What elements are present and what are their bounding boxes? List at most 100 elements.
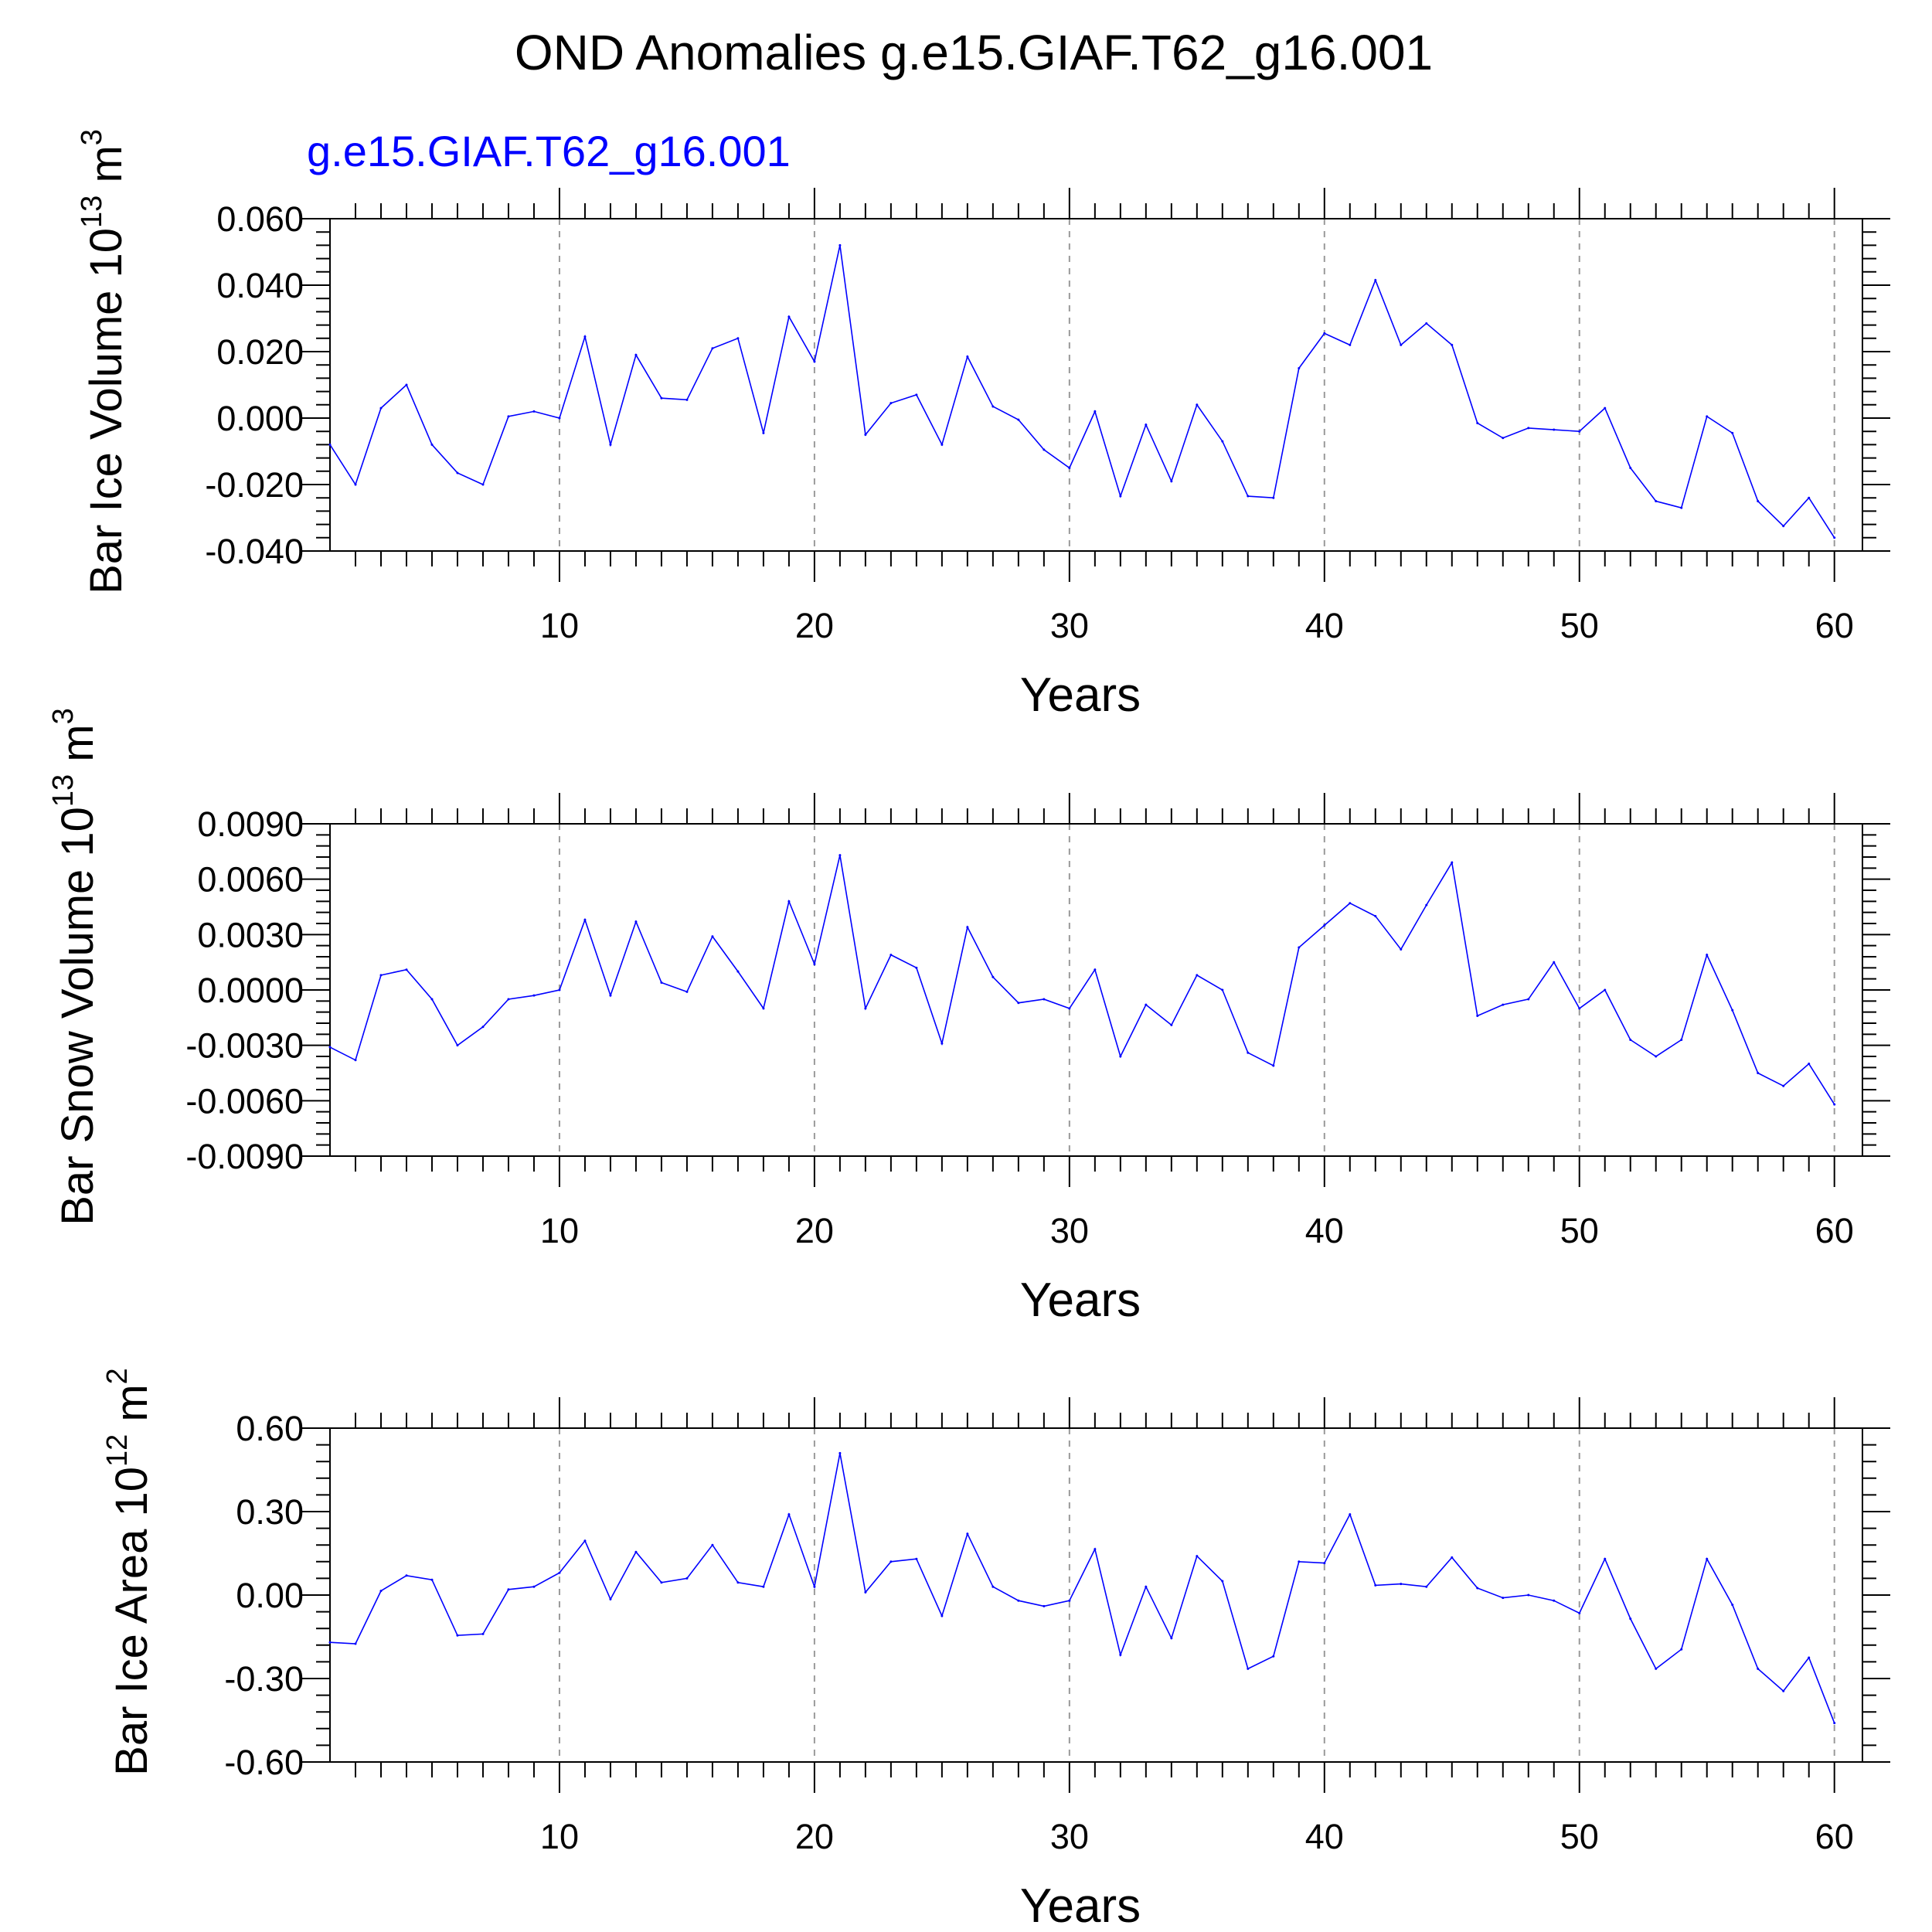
data-point [915, 1557, 918, 1560]
data-point [1425, 321, 1428, 325]
data-point [583, 1539, 587, 1543]
data-point [456, 471, 459, 474]
x-axis-title: Years [1020, 1879, 1141, 1932]
data-point [813, 1585, 816, 1588]
data-point [405, 968, 408, 971]
x-axis-title: Years [1020, 1274, 1141, 1327]
y-axis-title: Bar Ice Area 1012 m2 [101, 1368, 157, 1776]
data-point [1196, 403, 1199, 406]
x-tick-label: 60 [1815, 1211, 1854, 1250]
data-point [1043, 448, 1046, 451]
x-tick-label: 60 [1815, 606, 1854, 645]
data-point [583, 918, 587, 921]
data-point [889, 954, 893, 957]
data-point [711, 347, 714, 350]
data-point [481, 1026, 485, 1029]
data-point [1374, 1583, 1377, 1587]
data-point [430, 443, 434, 446]
data-point [1400, 1583, 1403, 1586]
x-tick-label: 40 [1305, 1817, 1344, 1856]
data-point [992, 1585, 995, 1588]
data-point [1298, 946, 1301, 949]
data-point [354, 483, 357, 486]
data-point [1476, 421, 1479, 424]
data-point [1680, 506, 1683, 509]
data-point [609, 443, 612, 446]
x-tick-label: 20 [795, 606, 834, 645]
data-point [864, 1007, 867, 1010]
data-point [1680, 1039, 1683, 1041]
data-point [711, 935, 714, 938]
data-point [532, 994, 536, 997]
data-point [1476, 1014, 1479, 1017]
data-point [1553, 961, 1556, 964]
data-point [1757, 1072, 1760, 1074]
data-point [507, 998, 510, 1001]
plot-frame [329, 1427, 1863, 1763]
data-point [1349, 902, 1352, 905]
data-point [532, 410, 536, 413]
data-point [532, 1585, 536, 1588]
x-tick-label: 40 [1305, 606, 1344, 645]
series-line [329, 1453, 1835, 1723]
data-point [354, 1059, 357, 1062]
data-point [864, 434, 867, 436]
data-point [660, 396, 663, 400]
x-tick-label: 30 [1050, 1817, 1089, 1856]
data-point [1119, 1055, 1122, 1058]
data-point [1629, 1617, 1632, 1621]
data-point [1349, 343, 1352, 346]
y-axis-title-exp: 13 [76, 196, 108, 228]
data-point [507, 1588, 510, 1591]
plot-frame [329, 823, 1863, 1157]
data-point [1017, 418, 1020, 421]
data-point [1068, 1007, 1071, 1010]
data-point [813, 360, 816, 363]
data-point [1655, 1055, 1658, 1058]
y-axis-title-unit-exp: 2 [101, 1368, 134, 1384]
data-point [379, 974, 383, 977]
data-point [1527, 998, 1530, 1001]
data-point [1272, 1064, 1275, 1067]
data-point [1706, 954, 1709, 957]
data-point [889, 1560, 893, 1563]
y-axis-title-unit-exp: 3 [76, 129, 108, 145]
data-point [1833, 1103, 1836, 1106]
data-point [1323, 1562, 1326, 1565]
data-point [1323, 923, 1326, 927]
chart-title: OND Anomalies g.e15.GIAF.T62_g16.001 [515, 25, 1433, 80]
data-point [1451, 343, 1454, 346]
data-point [1527, 1594, 1530, 1597]
data-point [1094, 410, 1097, 413]
data-point [405, 383, 408, 386]
y-axis-title-exp: 12 [101, 1434, 134, 1467]
data-point [609, 1597, 612, 1600]
data-point [583, 335, 587, 338]
x-tick-label: 10 [540, 1211, 579, 1250]
data-point [1757, 500, 1760, 502]
data-point [1425, 903, 1428, 906]
data-point [634, 920, 638, 923]
data-point [1782, 1084, 1785, 1087]
data-point [456, 1634, 459, 1637]
chart-subtitle: g.e15.GIAF.T62_g16.001 [307, 127, 791, 175]
data-point [1043, 1604, 1046, 1607]
y-axis-title: Bar Ice Volume 1013 m3 [76, 129, 131, 594]
y-axis-title-unit: m [107, 1384, 157, 1434]
series-line [329, 245, 1835, 539]
data-point [1808, 496, 1811, 499]
data-point [1502, 437, 1505, 440]
data-point [1604, 406, 1607, 410]
data-point [1808, 1063, 1811, 1066]
data-point [1374, 914, 1377, 917]
y-tick-label: 0.0060 [197, 860, 304, 900]
data-point [481, 1632, 485, 1635]
x-tick-label: 20 [795, 1817, 834, 1856]
y-tick-label: 0.30 [236, 1492, 304, 1532]
data-point [940, 443, 944, 446]
y-tick-label: -0.040 [205, 532, 304, 571]
data-point [685, 990, 689, 993]
data-point [1017, 1599, 1020, 1602]
x-tick-label: 10 [540, 1817, 579, 1856]
data-point [838, 1451, 842, 1454]
